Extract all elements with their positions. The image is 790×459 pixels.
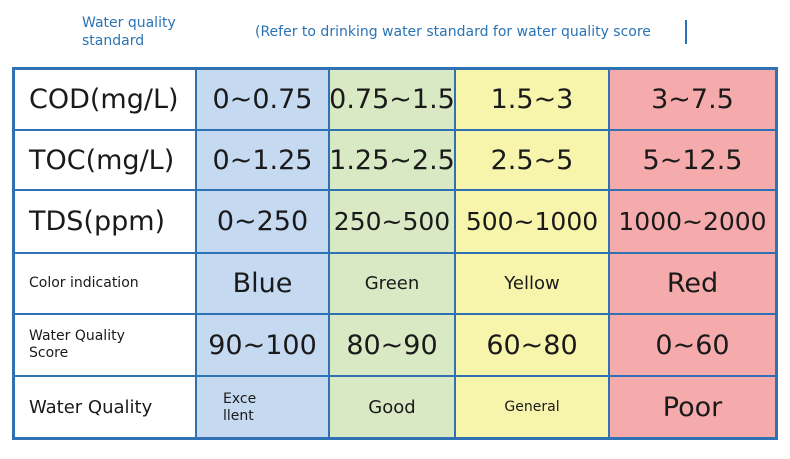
cod-blue-range: 0~0.75 (197, 70, 328, 129)
header-note: (Refer to drinking water standard for wa… (255, 24, 651, 40)
row-label-score: Water Quality Score (15, 315, 195, 375)
row-label-cod: COD(mg/L) (15, 70, 195, 129)
color-red: Red (610, 254, 775, 313)
tds-red-range: 1000~2000 (610, 191, 775, 252)
score-red: 0~60 (610, 315, 775, 375)
score-green: 80~90 (330, 315, 454, 375)
color-green: Green (330, 254, 454, 313)
tds-blue-range: 0~250 (197, 191, 328, 252)
tds-yellow-range: 500~1000 (456, 191, 608, 252)
header-title: Water quality standard (82, 15, 176, 49)
quality-blue: Excellent (223, 391, 257, 424)
quality-yellow: General (456, 377, 608, 437)
row-label-toc: TOC(mg/L) (15, 131, 195, 189)
toc-yellow-range: 2.5~5 (456, 131, 608, 189)
row-label-quality: Water Quality (15, 377, 195, 437)
water-quality-table: COD(mg/L) 0~0.75 0.75~1.5 1.5~3 3~7.5 TO… (12, 67, 778, 440)
quality-red: Poor (610, 377, 775, 437)
toc-red-range: 5~12.5 (610, 131, 775, 189)
toc-blue-range: 0~1.25 (197, 131, 328, 189)
quality-green: Good (330, 377, 454, 437)
row-label-tds: TDS(ppm) (15, 191, 195, 252)
toc-green-range: 1.25~2.5 (329, 131, 455, 189)
score-blue: 90~100 (197, 315, 328, 375)
tds-green-range: 250~500 (330, 191, 454, 252)
quality-blue-cell: Excellent (197, 377, 328, 437)
row-label-color: Color indication (15, 254, 195, 313)
cod-red-range: 3~7.5 (610, 70, 775, 129)
cod-yellow-range: 1.5~3 (456, 70, 608, 129)
color-blue: Blue (197, 254, 328, 313)
header-divider (685, 20, 687, 44)
color-yellow: Yellow (456, 254, 608, 313)
cod-green-range: 0.75~1.5 (329, 70, 455, 129)
score-yellow: 60~80 (456, 315, 608, 375)
